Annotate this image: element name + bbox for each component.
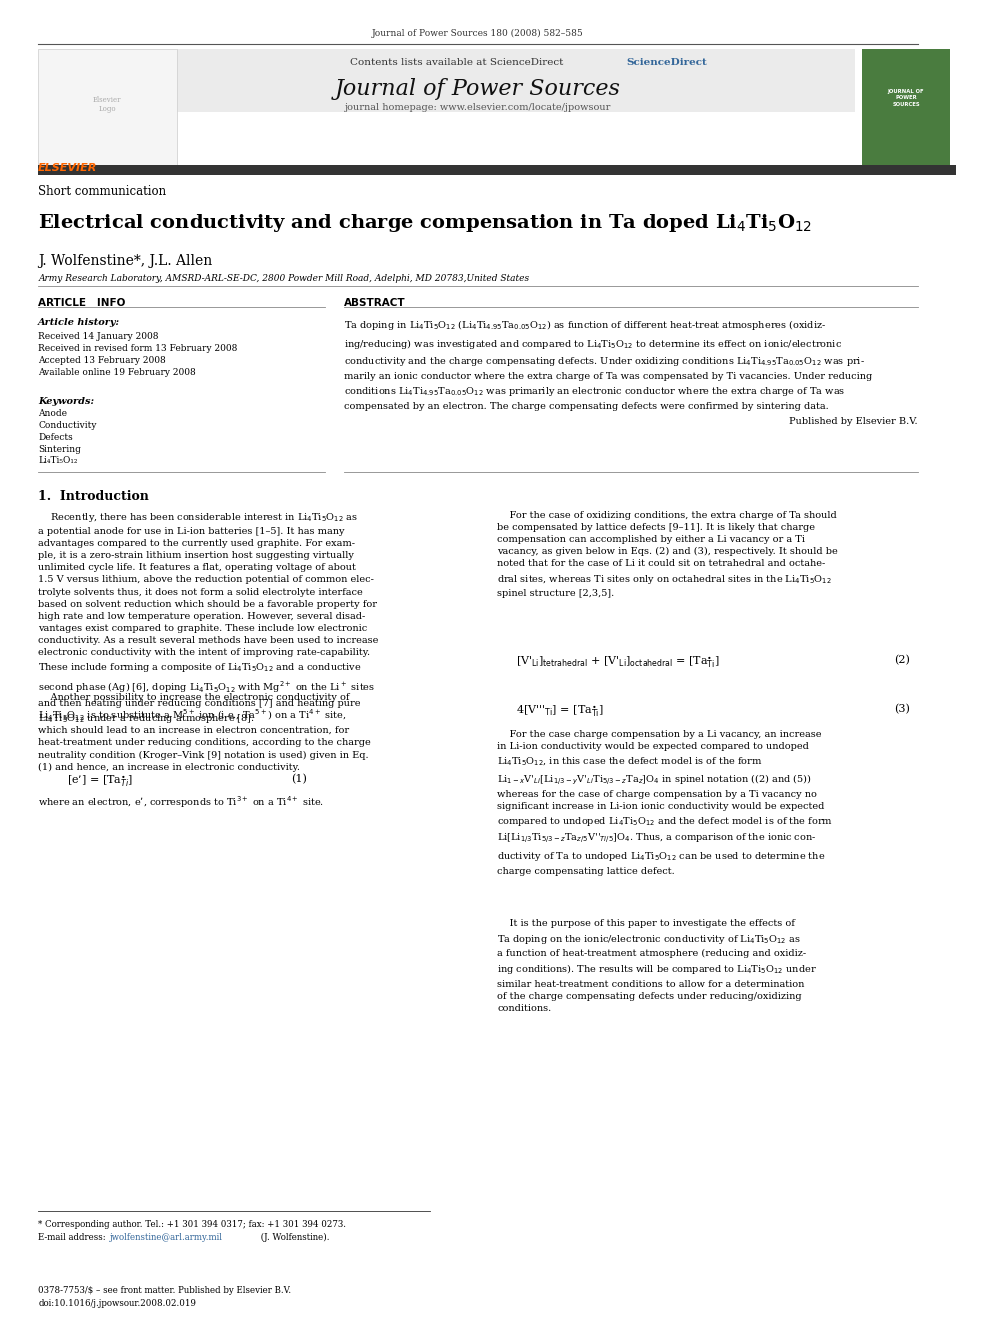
Text: Short communication: Short communication	[39, 185, 167, 198]
Text: Published by Elsevier B.V.: Published by Elsevier B.V.	[789, 417, 918, 426]
Text: [V'$_{\rm Li}$]$_{\rm tetrahedral}$ + [V'$_{\rm Li}$]$_{\rm octahedral}$ = [Ta$_: [V'$_{\rm Li}$]$_{\rm tetrahedral}$ + [V…	[516, 655, 719, 671]
Text: (3): (3)	[894, 704, 910, 714]
Text: It is the purpose of this paper to investigate the effects of
Ta doping on the i: It is the purpose of this paper to inves…	[497, 919, 816, 1013]
Text: E-mail address:: E-mail address:	[39, 1233, 108, 1242]
Text: Ta doping in Li$_4$Ti$_5$O$_{12}$ (Li$_4$Ti$_{4.95}$Ta$_{0.05}$O$_{12}$) as func: Ta doping in Li$_4$Ti$_5$O$_{12}$ (Li$_4…	[344, 318, 872, 410]
Text: 1.  Introduction: 1. Introduction	[39, 490, 149, 503]
Text: [e’] = [Ta$_{Ti}^{\bullet}$]: [e’] = [Ta$_{Ti}^{\bullet}$]	[66, 774, 133, 790]
FancyBboxPatch shape	[862, 49, 950, 165]
Text: Anode: Anode	[39, 409, 67, 418]
Text: Elsevier
Logo: Elsevier Logo	[93, 95, 121, 114]
Text: jwolfenstine@arl.army.mil: jwolfenstine@arl.army.mil	[110, 1233, 223, 1242]
Text: Available online 19 February 2008: Available online 19 February 2008	[39, 368, 196, 377]
Text: Sintering: Sintering	[39, 445, 81, 454]
Text: 0378-7753/$ – see front matter. Published by Elsevier B.V.: 0378-7753/$ – see front matter. Publishe…	[39, 1286, 292, 1295]
Text: Conductivity: Conductivity	[39, 421, 97, 430]
Text: Journal of Power Sources: Journal of Power Sources	[335, 78, 621, 101]
Text: ScienceDirect: ScienceDirect	[626, 58, 706, 67]
Text: For the case charge compensation by a Li vacancy, an increase
in Li-ion conducti: For the case charge compensation by a Li…	[497, 730, 833, 876]
Text: Army Research Laboratory, AMSRD-ARL-SE-DC, 2800 Powder Mill Road, Adelphi, MD 20: Army Research Laboratory, AMSRD-ARL-SE-D…	[39, 274, 530, 283]
Text: (2): (2)	[894, 655, 910, 665]
Text: Received in revised form 13 February 2008: Received in revised form 13 February 200…	[39, 344, 238, 353]
Text: JOURNAL OF
POWER
SOURCES: JOURNAL OF POWER SOURCES	[888, 89, 925, 107]
Text: For the case of oxidizing conditions, the extra charge of Ta should
be compensat: For the case of oxidizing conditions, th…	[497, 511, 838, 598]
Text: ABSTRACT: ABSTRACT	[344, 298, 406, 308]
Text: Li₄Ti₅O₁₂: Li₄Ti₅O₁₂	[39, 456, 77, 466]
Text: Received 14 January 2008: Received 14 January 2008	[39, 332, 159, 341]
Text: (1): (1)	[292, 774, 308, 785]
Text: doi:10.1016/j.jpowsour.2008.02.019: doi:10.1016/j.jpowsour.2008.02.019	[39, 1299, 196, 1308]
FancyBboxPatch shape	[39, 165, 955, 175]
Text: Accepted 13 February 2008: Accepted 13 February 2008	[39, 356, 166, 365]
Text: Another possibility to increase the electronic conductivity of
Li$_4$Ti$_5$O$_{1: Another possibility to increase the elec…	[39, 693, 371, 771]
Text: J. Wolfenstine*, J.L. Allen: J. Wolfenstine*, J.L. Allen	[39, 254, 212, 269]
Text: * Corresponding author. Tel.: +1 301 394 0317; fax: +1 301 394 0273.: * Corresponding author. Tel.: +1 301 394…	[39, 1220, 346, 1229]
Text: (J. Wolfenstine).: (J. Wolfenstine).	[258, 1233, 329, 1242]
Text: ELSEVIER: ELSEVIER	[39, 163, 97, 173]
Text: Contents lists available at ScienceDirect: Contents lists available at ScienceDirec…	[350, 58, 567, 67]
Text: Recently, there has been considerable interest in Li$_4$Ti$_5$O$_{12}$ as
a pote: Recently, there has been considerable in…	[39, 511, 379, 725]
Text: ARTICLE   INFO: ARTICLE INFO	[39, 298, 126, 308]
Text: journal homepage: www.elsevier.com/locate/jpowsour: journal homepage: www.elsevier.com/locat…	[344, 103, 611, 112]
Text: Keywords:: Keywords:	[39, 397, 94, 406]
FancyBboxPatch shape	[177, 49, 855, 112]
Text: 4[V'''$_{\rm Ti}$] = [Ta$_{\rm Ti}^{\bullet}$]: 4[V'''$_{\rm Ti}$] = [Ta$_{\rm Ti}^{\bul…	[516, 704, 604, 720]
Text: where an electron, e’, corresponds to Ti$^{3+}$ on a Ti$^{4+}$ site.: where an electron, e’, corresponds to Ti…	[39, 794, 324, 810]
Text: Article history:: Article history:	[39, 318, 120, 327]
Text: Journal of Power Sources 180 (2008) 582–585: Journal of Power Sources 180 (2008) 582–…	[372, 29, 583, 38]
Text: Electrical conductivity and charge compensation in Ta doped Li$_4$Ti$_5$O$_{12}$: Electrical conductivity and charge compe…	[39, 212, 812, 234]
Text: Defects: Defects	[39, 433, 73, 442]
FancyBboxPatch shape	[39, 49, 177, 165]
